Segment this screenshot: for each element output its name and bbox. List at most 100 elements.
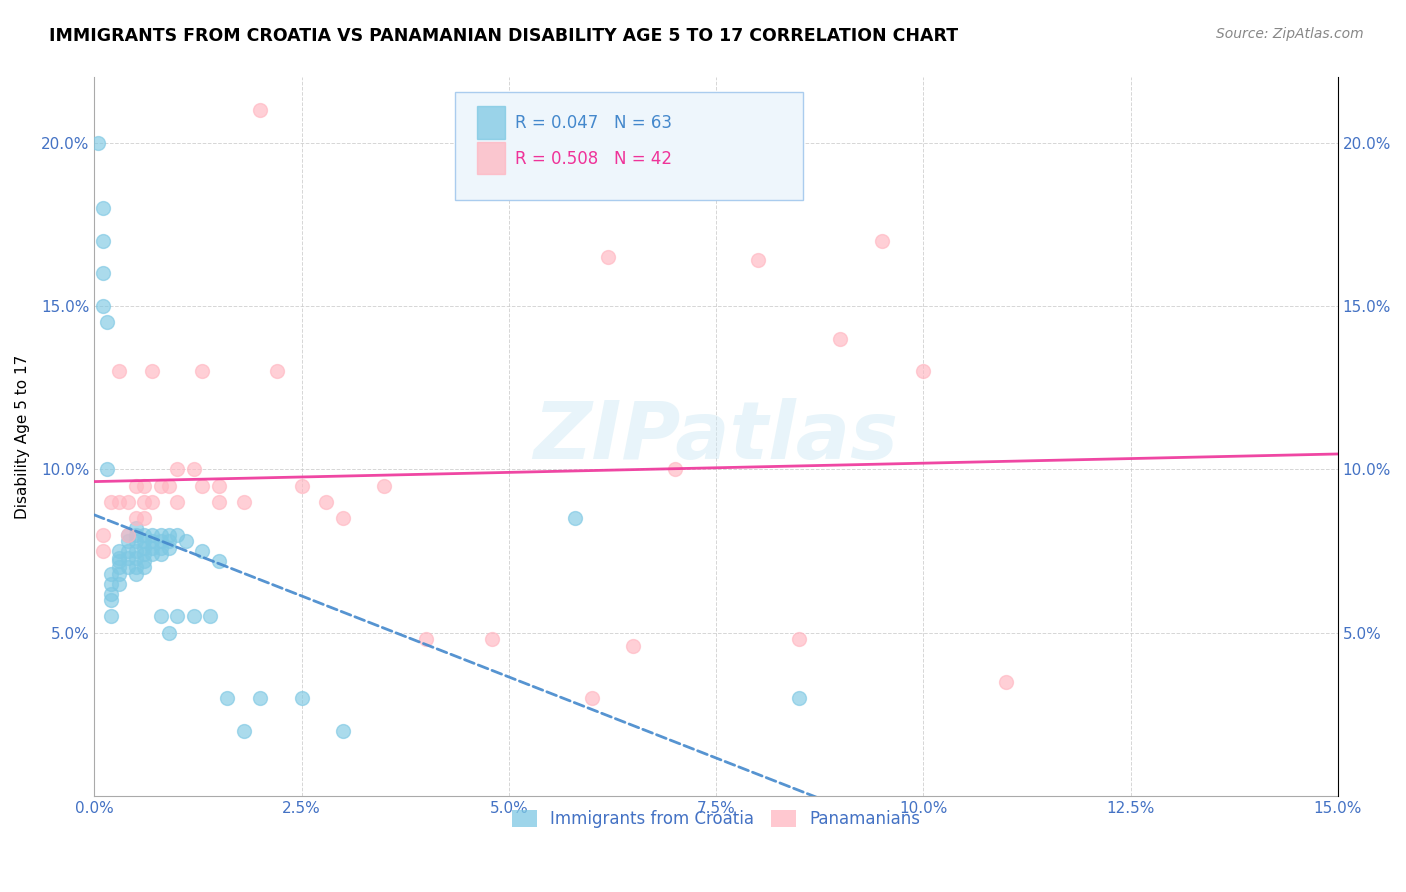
Point	[108, 364, 131, 378]
Point	[125, 550, 148, 565]
Point	[149, 541, 172, 555]
Point	[332, 511, 354, 525]
Point	[149, 609, 172, 624]
Point	[91, 299, 114, 313]
FancyBboxPatch shape	[456, 92, 803, 200]
Point	[157, 541, 180, 555]
Point	[157, 625, 180, 640]
Point	[664, 462, 686, 476]
Point	[132, 534, 155, 549]
Point	[249, 691, 271, 706]
Point	[215, 691, 238, 706]
Point	[481, 632, 503, 647]
Text: ZIPatlas: ZIPatlas	[533, 398, 898, 475]
Point	[132, 541, 155, 555]
Point	[117, 528, 139, 542]
Point	[117, 528, 139, 542]
Point	[266, 364, 288, 378]
Point	[912, 364, 935, 378]
Point	[132, 511, 155, 525]
Point	[157, 528, 180, 542]
Point	[208, 495, 231, 509]
Text: IMMIGRANTS FROM CROATIA VS PANAMANIAN DISABILITY AGE 5 TO 17 CORRELATION CHART: IMMIGRANTS FROM CROATIA VS PANAMANIAN DI…	[49, 27, 959, 45]
Point	[91, 528, 114, 542]
Point	[125, 534, 148, 549]
Point	[191, 364, 214, 378]
Point	[96, 315, 118, 329]
Point	[132, 554, 155, 568]
Point	[183, 609, 205, 624]
Point	[108, 550, 131, 565]
Point	[100, 609, 122, 624]
Point	[232, 495, 254, 509]
Point	[132, 495, 155, 509]
Point	[598, 250, 620, 264]
Point	[995, 674, 1018, 689]
Point	[581, 691, 603, 706]
Point	[125, 511, 148, 525]
Point	[141, 541, 163, 555]
Point	[232, 723, 254, 738]
Point	[91, 201, 114, 215]
Point	[117, 550, 139, 565]
Point	[100, 586, 122, 600]
Text: Source: ZipAtlas.com: Source: ZipAtlas.com	[1216, 27, 1364, 41]
Point	[108, 576, 131, 591]
Point	[191, 544, 214, 558]
Point	[100, 495, 122, 509]
Point	[87, 136, 110, 150]
Point	[621, 639, 644, 653]
Point	[315, 495, 337, 509]
Point	[132, 547, 155, 561]
Point	[149, 534, 172, 549]
Point	[290, 479, 312, 493]
Point	[91, 267, 114, 281]
Point	[108, 566, 131, 581]
Point	[100, 566, 122, 581]
Point	[108, 554, 131, 568]
Point	[141, 528, 163, 542]
Point	[117, 544, 139, 558]
Point	[141, 364, 163, 378]
Point	[125, 566, 148, 581]
Point	[125, 521, 148, 535]
Point	[787, 632, 810, 647]
Bar	[477, 142, 505, 175]
Point	[132, 560, 155, 574]
Point	[174, 534, 197, 549]
Text: R = 0.508   N = 42: R = 0.508 N = 42	[515, 150, 672, 168]
Point	[157, 479, 180, 493]
Point	[117, 560, 139, 574]
Point	[332, 723, 354, 738]
Point	[415, 632, 437, 647]
Point	[166, 462, 188, 476]
Bar	[477, 106, 505, 138]
Point	[108, 495, 131, 509]
Point	[91, 234, 114, 248]
Point	[191, 479, 214, 493]
Point	[125, 560, 148, 574]
Point	[149, 479, 172, 493]
Point	[290, 691, 312, 706]
Point	[108, 560, 131, 574]
Point	[166, 528, 188, 542]
Point	[141, 534, 163, 549]
Point	[787, 691, 810, 706]
Point	[208, 479, 231, 493]
Point	[870, 234, 893, 248]
Point	[117, 534, 139, 549]
Point	[141, 547, 163, 561]
Point	[96, 462, 118, 476]
Point	[125, 479, 148, 493]
Point	[157, 534, 180, 549]
Point	[100, 576, 122, 591]
Point	[149, 547, 172, 561]
Point	[373, 479, 395, 493]
Point	[183, 462, 205, 476]
Point	[830, 332, 852, 346]
Point	[100, 593, 122, 607]
Point	[108, 544, 131, 558]
Point	[166, 495, 188, 509]
Legend: Immigrants from Croatia, Panamanians: Immigrants from Croatia, Panamanians	[505, 803, 927, 835]
Point	[208, 554, 231, 568]
